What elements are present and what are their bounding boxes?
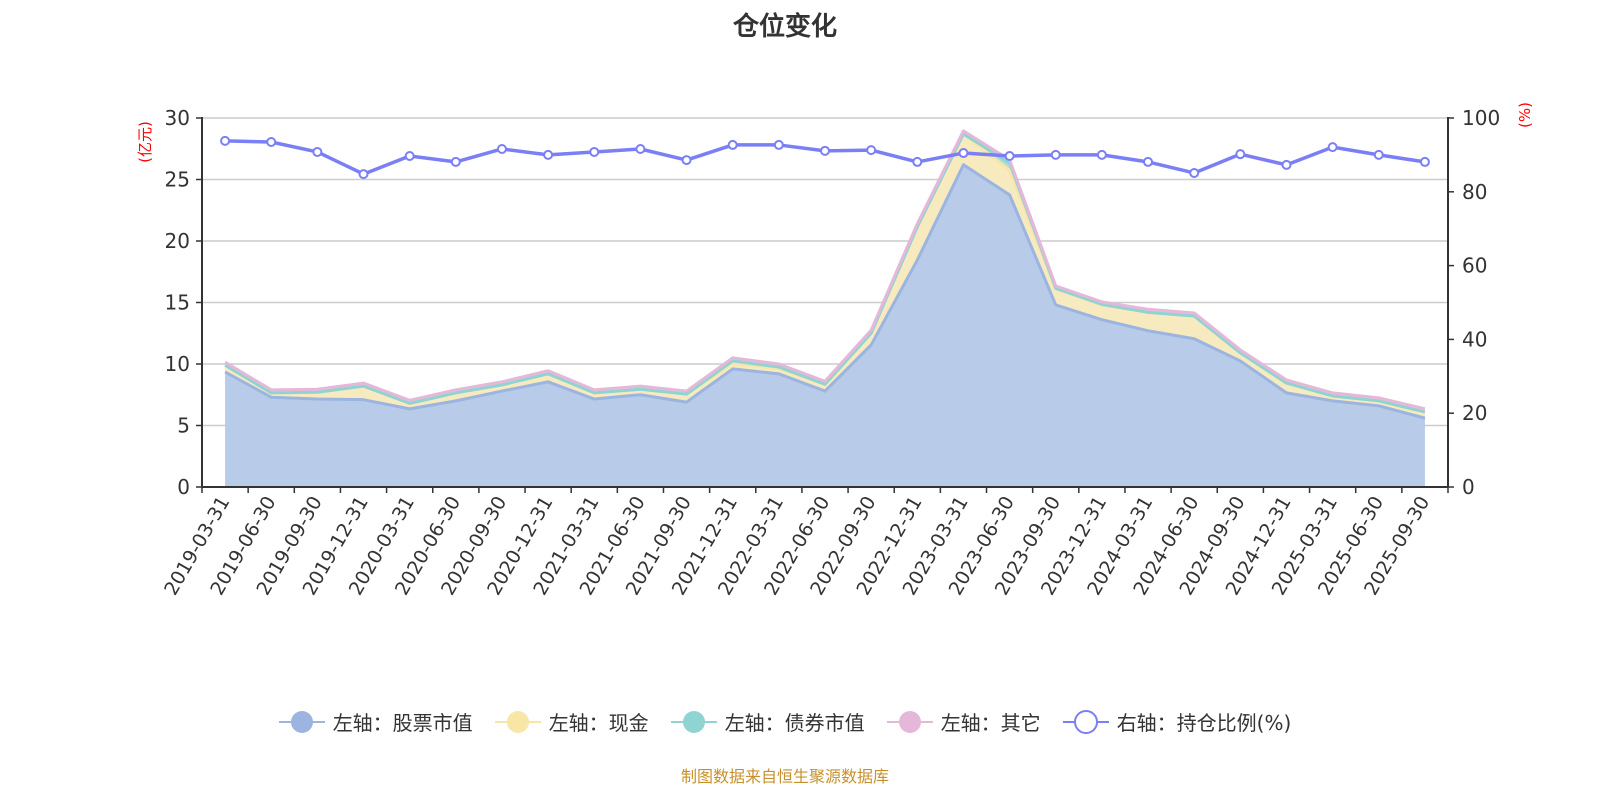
right-tick-label: 80 bbox=[1462, 180, 1487, 204]
legend-marker-icon bbox=[278, 710, 325, 733]
right-tick-label: 20 bbox=[1462, 401, 1487, 425]
legend-item[interactable]: 左轴：股票市值 bbox=[278, 707, 473, 736]
legend-label: 左轴：现金 bbox=[548, 711, 649, 735]
ratio-point bbox=[1327, 142, 1338, 153]
ratio-point bbox=[1189, 167, 1200, 178]
ratio-point bbox=[635, 143, 646, 154]
ratio-point bbox=[589, 146, 600, 157]
ratio-point bbox=[312, 146, 323, 157]
legend-marker-icon bbox=[1062, 709, 1109, 734]
left-tick-label: 30 bbox=[165, 106, 190, 130]
legend-item[interactable]: 左轴：其它 bbox=[886, 707, 1041, 736]
series-line-2 bbox=[224, 132, 1426, 414]
legend-item[interactable]: 左轴：债券市值 bbox=[670, 707, 865, 736]
ratio-point bbox=[543, 149, 554, 160]
right-tick-label: 100 bbox=[1462, 106, 1500, 130]
left-tick-label: 10 bbox=[165, 352, 190, 376]
ratio-point bbox=[681, 155, 692, 166]
right-tick-label: 0 bbox=[1462, 475, 1475, 499]
left-tick-label: 5 bbox=[177, 414, 190, 438]
ratio-point bbox=[958, 148, 969, 159]
ratio-point bbox=[1050, 149, 1061, 160]
area-0 bbox=[225, 164, 1425, 488]
series-line-0 bbox=[224, 163, 1426, 420]
ratio-point bbox=[266, 136, 277, 147]
left-tick-label: 20 bbox=[165, 229, 190, 253]
left-tick-label: 25 bbox=[165, 168, 190, 192]
legend-label: 左轴：债券市值 bbox=[724, 711, 865, 735]
series-line-3 bbox=[224, 129, 1426, 411]
ratio-point bbox=[1004, 151, 1015, 162]
left-tick-label: 15 bbox=[165, 291, 190, 315]
ratio-point bbox=[1096, 149, 1107, 160]
left-tick-label: 0 bbox=[177, 475, 190, 499]
right-tick-label: 40 bbox=[1462, 327, 1487, 351]
data-source-note: 制图数据来自恒生聚源数据库 bbox=[680, 767, 889, 786]
left-axis-label: (亿元) bbox=[136, 121, 154, 163]
chart-title: 仓位变化 bbox=[732, 12, 837, 42]
ratio-point bbox=[912, 156, 923, 167]
right-tick-label: 60 bbox=[1462, 254, 1487, 278]
ratio-point bbox=[496, 143, 507, 154]
ratio-point bbox=[1373, 149, 1384, 160]
legend-marker-icon bbox=[494, 710, 541, 733]
ratio-point bbox=[1235, 149, 1246, 160]
ratio-point bbox=[820, 145, 830, 156]
ratio-point bbox=[358, 169, 369, 180]
chart-plot: 051015202530020406080100(亿元)(%)2019-03-3… bbox=[136, 102, 1534, 599]
legend-label: 左轴：股票市值 bbox=[332, 711, 473, 735]
right-axis-label: (%) bbox=[1516, 102, 1534, 128]
ratio-point bbox=[1143, 156, 1154, 167]
ratio-point bbox=[1419, 156, 1430, 167]
legend-item[interactable]: 右轴：持仓比例(%) bbox=[1062, 707, 1292, 736]
ratio-point bbox=[404, 151, 415, 162]
legend-marker-icon bbox=[886, 710, 933, 733]
legend: 左轴：股票市值 左轴：现金 左轴：债券市值 左轴：其它 右轴：持仓比例(%) bbox=[0, 707, 1570, 736]
legend-item[interactable]: 左轴：现金 bbox=[494, 707, 649, 736]
ratio-point bbox=[866, 145, 877, 156]
legend-label: 右轴：持仓比例(%) bbox=[1116, 711, 1292, 735]
ratio-point bbox=[727, 139, 738, 150]
ratio-point bbox=[450, 156, 461, 167]
ratio-point bbox=[220, 135, 231, 146]
ratio-point bbox=[773, 139, 784, 150]
legend-label: 左轴：其它 bbox=[940, 711, 1041, 735]
ratio-point bbox=[1281, 159, 1292, 170]
legend-marker-icon bbox=[670, 710, 717, 733]
